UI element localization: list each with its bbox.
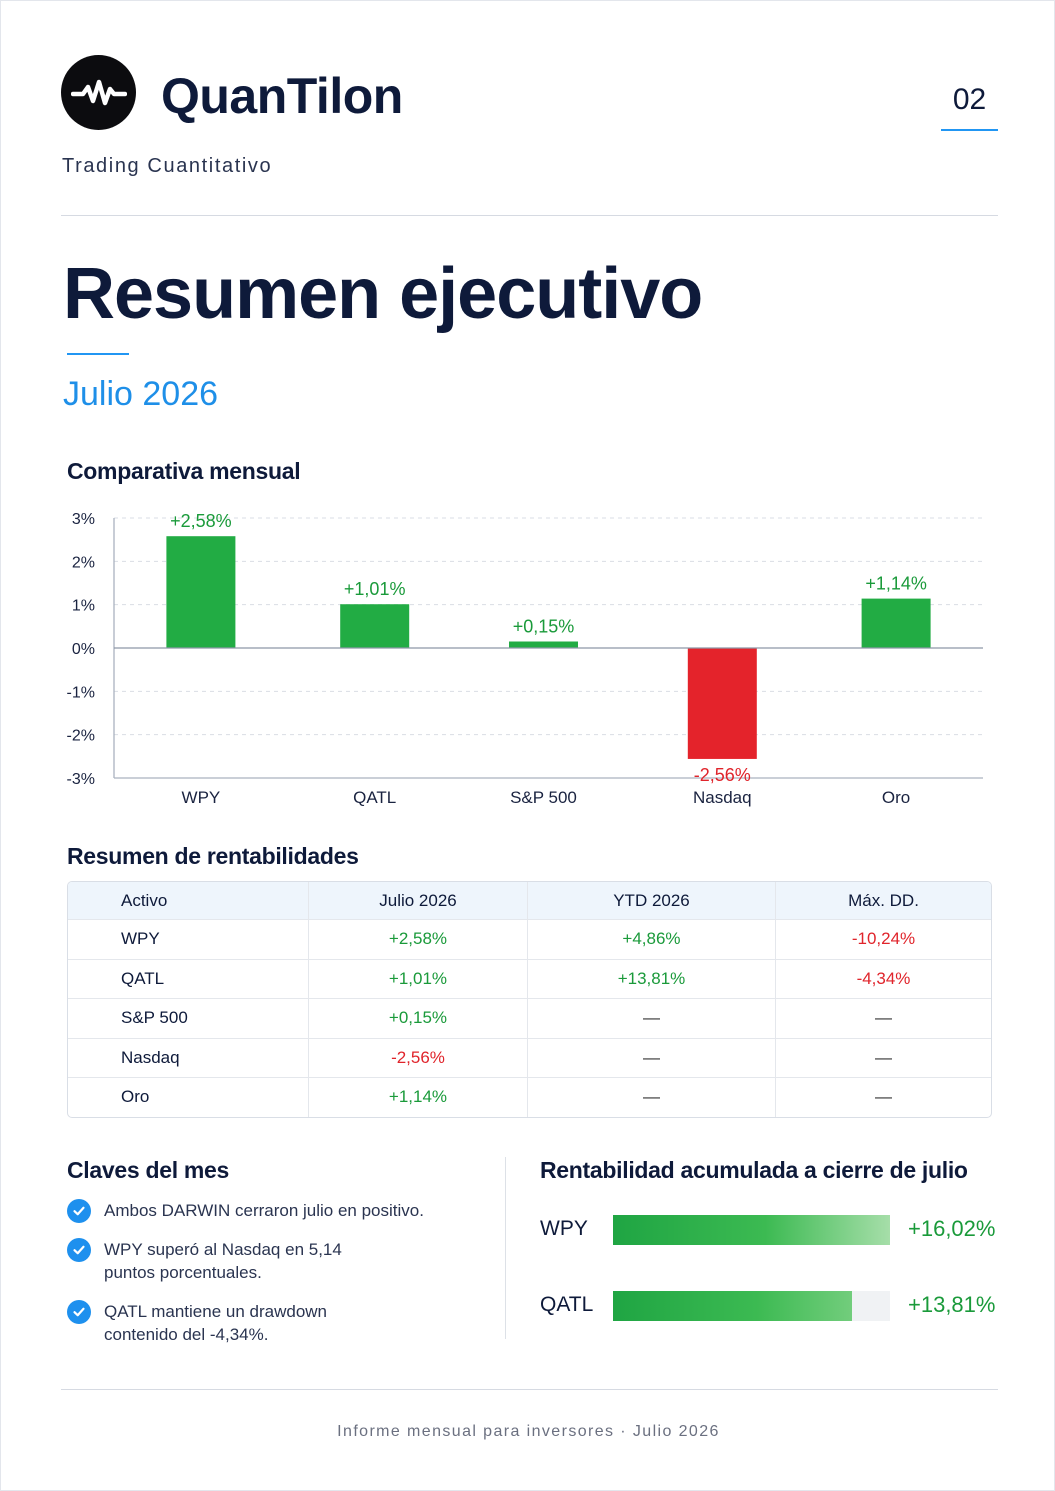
ytd-cell: +13,81%	[527, 959, 775, 998]
month-return-cell: +1,14%	[308, 1078, 527, 1117]
header-divider	[61, 215, 998, 216]
list-item: Ambos DARWIN cerraron julio en positivo.	[67, 1199, 447, 1223]
keys-list: Ambos DARWIN cerraron julio en positivo.…	[67, 1199, 447, 1362]
asset-cell: S&P 500	[121, 1008, 188, 1028]
month-return-cell: -2,56%	[308, 1038, 527, 1077]
x-tick-label: Oro	[882, 788, 910, 807]
list-item: QATL mantiene un drawdown contenido del …	[67, 1300, 367, 1346]
list-item: WPY superó al Nasdaq en 5,14 puntos porc…	[67, 1238, 367, 1284]
asset-cell: WPY	[121, 929, 160, 949]
chart-heading: Comparativa mensual	[67, 458, 301, 484]
y-tick-label: 1%	[72, 598, 95, 615]
cumulative-bar-track	[613, 1215, 890, 1245]
cumulative-bar-track	[613, 1291, 890, 1321]
y-tick-label: -2%	[67, 728, 95, 745]
cumulative-bar-fill	[613, 1291, 852, 1321]
month-return-cell: +1,01%	[308, 959, 527, 998]
max-dd-cell: —	[775, 1038, 991, 1077]
waveform-icon	[70, 79, 127, 105]
y-tick-label: 3%	[72, 511, 95, 528]
ytd-cell: +4,86%	[527, 920, 775, 959]
key-text: WPY superó al Nasdaq en 5,14 puntos porc…	[104, 1240, 342, 1282]
asset-cell: Oro	[121, 1087, 150, 1107]
column-header: Activo	[121, 890, 168, 910]
bar-oro	[861, 598, 931, 648]
page-number: 02	[952, 83, 987, 116]
ytd-cell: —	[527, 999, 775, 1038]
cumulative-row-wpy: WPY +16,02%	[540, 1215, 1000, 1247]
y-tick-label: -3%	[67, 771, 95, 788]
column-header: Máx. DD.	[775, 882, 991, 919]
x-tick-label: WPY	[182, 788, 221, 807]
data-label: +0,15%	[513, 617, 575, 637]
max-dd-cell: —	[775, 999, 991, 1038]
ytd-cell: —	[527, 1038, 775, 1077]
column-header: YTD 2026	[527, 882, 775, 919]
table-row: QATL +1,01% +13,81% -4,34%	[68, 958, 991, 998]
cumulative-row-qatl: QATL +13,81%	[540, 1291, 1000, 1323]
check-icon	[67, 1199, 91, 1223]
page-number-underline	[941, 129, 998, 131]
key-text: QATL mantiene un drawdown contenido del …	[104, 1302, 328, 1344]
data-label: +1,14%	[865, 574, 927, 594]
cumulative-value: +13,81%	[908, 1292, 996, 1317]
max-dd-cell: -4,34%	[775, 959, 991, 998]
x-tick-label: QATL	[353, 788, 396, 807]
returns-table: Activo Julio 2026 YTD 2026 Máx. DD. WPY …	[67, 881, 992, 1118]
table-row: Nasdaq -2,56% — —	[68, 1037, 991, 1077]
bar-s-p-500	[509, 641, 578, 648]
bar-qatl	[340, 604, 410, 648]
check-icon	[67, 1238, 91, 1262]
max-dd-cell: —	[775, 1078, 991, 1117]
asset-cell: QATL	[121, 968, 165, 988]
page-subtitle: Julio 2026	[63, 375, 219, 413]
keys-heading: Claves del mes	[67, 1157, 230, 1183]
column-header: Julio 2026	[308, 882, 527, 919]
monthly-comparison-chart: 3% 2% 1% 0% -1% -2% -3% +2,58% WPY +1,01% QATL +0,1…	[67, 511, 983, 807]
asset-cell: Nasdaq	[121, 1047, 180, 1067]
table-row: Oro +1,14% — —	[68, 1077, 991, 1117]
data-label: -2,56%	[694, 765, 751, 785]
page-title: Resumen ejecutivo	[63, 254, 703, 334]
cumulative-label: QATL	[540, 1293, 594, 1316]
data-label: +2,58%	[170, 511, 232, 531]
check-icon	[67, 1300, 91, 1324]
cumulative-bar-fill	[613, 1215, 890, 1245]
table-row: S&P 500 +0,15% — —	[68, 998, 991, 1038]
cumulative-label: WPY	[540, 1217, 588, 1240]
brand-tagline: Trading Cuantitativo	[62, 155, 273, 177]
key-text: Ambos DARWIN cerraron julio en positivo.	[104, 1201, 424, 1220]
month-return-cell: +0,15%	[308, 999, 527, 1038]
x-tick-label: Nasdaq	[693, 788, 752, 807]
table-row: WPY +2,58% +4,86% -10,24%	[68, 919, 991, 959]
y-tick-label: 2%	[72, 554, 95, 571]
x-tick-label: S&P 500	[510, 788, 577, 807]
column-divider	[505, 1157, 506, 1339]
cumulative-value: +16,02%	[908, 1216, 996, 1241]
title-accent-line	[67, 353, 129, 355]
month-return-cell: +2,58%	[308, 920, 527, 959]
footer-divider	[61, 1389, 998, 1390]
ytd-cell: —	[527, 1078, 775, 1117]
y-tick-label: 0%	[72, 641, 95, 658]
bar-wpy	[166, 536, 236, 648]
cumulative-heading: Rentabilidad acumulada a cierre de julio	[540, 1157, 968, 1183]
table-header-row: Activo Julio 2026 YTD 2026 Máx. DD.	[68, 882, 991, 919]
data-label: +1,01%	[344, 579, 406, 599]
table-heading: Resumen de rentabilidades	[67, 843, 359, 869]
max-dd-cell: -10,24%	[775, 920, 991, 959]
bar-nasdaq	[687, 648, 757, 759]
brand-name: QuanTilon	[161, 68, 403, 124]
y-tick-label: -1%	[67, 684, 95, 701]
quantilon-logo	[61, 55, 136, 130]
footer-text: Informe mensual para inversores · Julio …	[337, 1423, 720, 1440]
